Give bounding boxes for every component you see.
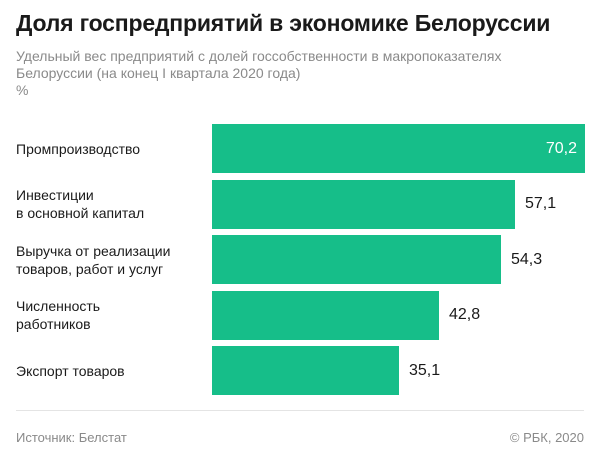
category-label-line: работников (16, 316, 91, 332)
data-label: 54,3 (511, 250, 543, 268)
source-note: Источник: Белстат (16, 430, 127, 445)
category-label: Выручка от реализации товаров, работ и ус… (16, 242, 206, 278)
category-label: Численность работников (16, 297, 206, 333)
data-label: 57,1 (525, 195, 557, 212)
category-label-line: Экспорт товаров (16, 362, 125, 379)
bar (212, 290, 439, 340)
bar (212, 179, 515, 229)
data-label: 42,8 (449, 306, 481, 323)
unit-label: % (16, 82, 29, 98)
bar (212, 124, 585, 173)
category-label: Промпроизводство (16, 140, 206, 158)
category-label-line: товаров, работ и услуг (16, 260, 164, 277)
copyright-note: © РБК, 2020 (509, 430, 584, 445)
category-label-line: в основной капитал (16, 205, 145, 221)
chart-title: Доля госпредприятий в экономике Белорусс… (16, 10, 551, 36)
footer-divider (16, 410, 584, 411)
data-label: 35,1 (409, 361, 441, 379)
category-label-line: Численность (16, 298, 101, 314)
category-label-line: Промпроизводство (16, 140, 141, 157)
category-label: Экспорт товаров (16, 362, 206, 380)
data-label: 70,2 (545, 139, 577, 157)
bar (212, 235, 501, 284)
category-label-line: Инвестиции (16, 187, 94, 203)
bar (212, 346, 399, 395)
category-label-line: Выручка от реализации (16, 242, 171, 259)
chart-subtitle: Удельный вес предприятий с долей госсобс… (16, 48, 502, 81)
category-label: Инвестиции в основной капитал (16, 186, 206, 222)
